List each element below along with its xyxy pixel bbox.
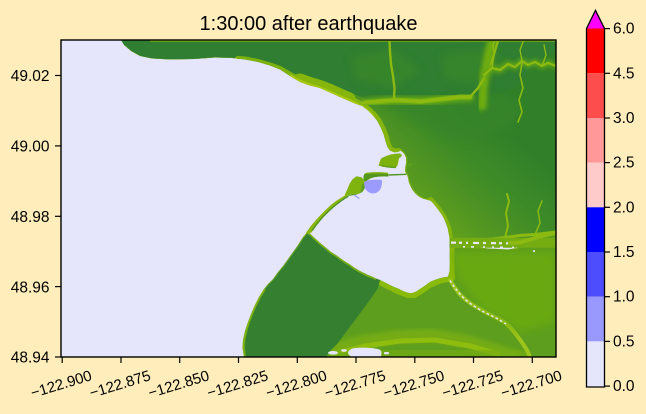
svg-text:0.0: 0.0 — [613, 378, 635, 395]
svg-text:0.5: 0.5 — [613, 333, 635, 350]
svg-text:2.5: 2.5 — [613, 155, 635, 172]
svg-text:2.0: 2.0 — [613, 199, 635, 216]
svg-text:4.5: 4.5 — [613, 65, 635, 82]
svg-text:48.94: 48.94 — [11, 350, 50, 367]
svg-text:48.96: 48.96 — [11, 279, 50, 296]
svg-text:3.0: 3.0 — [613, 110, 635, 127]
svg-text:49.02: 49.02 — [11, 68, 50, 85]
svg-text:1.5: 1.5 — [613, 244, 635, 261]
svg-text:1:30:00 after earthquake: 1:30:00 after earthquake — [200, 13, 418, 35]
svg-text:1.0: 1.0 — [613, 289, 635, 306]
svg-text:6.0: 6.0 — [613, 21, 635, 38]
svg-text:48.98: 48.98 — [11, 209, 50, 226]
svg-text:49.00: 49.00 — [11, 138, 50, 155]
